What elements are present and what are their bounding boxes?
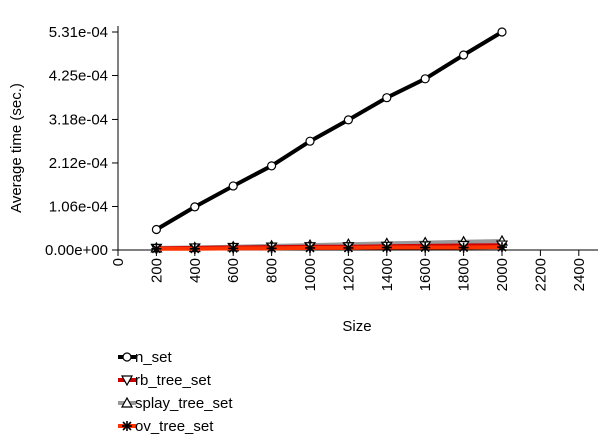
x-tick-label: 800 [264, 258, 281, 283]
data-point [458, 242, 469, 253]
data-point [151, 243, 162, 254]
x-tick-label: 1400 [379, 258, 396, 291]
x-tick-label: 600 [225, 258, 242, 283]
data-point [151, 224, 161, 235]
data-point [305, 242, 315, 253]
data-point [420, 74, 430, 84]
y-axis-title: Average time (sec.) [8, 83, 25, 213]
legend-item-splay_tree_set: splay_tree_set [118, 395, 233, 412]
x-tick-label: 2200 [532, 258, 549, 291]
series-n_set [151, 27, 507, 235]
y-tick-label: 4.25e-04 [49, 68, 108, 85]
y-tick-label: 1.06e-04 [49, 198, 108, 215]
series-ov_tree_set [151, 242, 507, 254]
x-tick-label: 2400 [571, 258, 588, 291]
legend: n_set rb_tree_set splay_tree_set ov_tree_se… [118, 349, 233, 435]
data-point [305, 136, 315, 146]
legend-marker [122, 352, 132, 362]
x-tick-label: 200 [148, 258, 165, 283]
legend-marker [122, 421, 132, 431]
legend-label: splay_tree_set [135, 395, 233, 412]
legend-label: rb_tree_set [135, 372, 212, 389]
data-point [228, 243, 239, 254]
legend-label: n_set [135, 349, 173, 366]
data-point [266, 243, 277, 254]
data-point [189, 243, 200, 254]
legend-item-rb_tree_set: rb_tree_set [118, 372, 212, 389]
x-tick-label: 1600 [417, 258, 434, 291]
x-tick-label: 2000 [494, 258, 511, 291]
series-layer [150, 27, 509, 255]
series-line [154, 245, 504, 251]
data-point [459, 50, 469, 60]
data-point [420, 242, 431, 253]
data-point [497, 242, 507, 253]
x-tick-label: 1000 [302, 258, 319, 291]
x-tick-label: 400 [187, 258, 204, 283]
data-point [228, 181, 238, 191]
legend-item-n_set: n_set [118, 349, 173, 366]
x-axis-title: Size [342, 318, 371, 335]
series-line [154, 30, 504, 232]
data-point [190, 202, 200, 212]
data-point [381, 242, 392, 253]
axes: 0.00e+00 1.06e-04 2.12e-04 3.18e-04 4.25e-04… [45, 24, 598, 291]
legend-marker [120, 375, 134, 387]
legend-item-ov_tree_set: ov_tree_set [118, 418, 214, 435]
data-point [343, 115, 353, 125]
y-tick-label: 3.18e-04 [49, 111, 108, 128]
data-point [343, 242, 354, 253]
y-tick-label: 2.12e-04 [49, 155, 108, 172]
y-tick-label: 5.31e-04 [49, 24, 108, 41]
x-tick-label: 0 [110, 258, 127, 266]
data-point [382, 93, 392, 103]
legend-label: ov_tree_set [135, 418, 214, 435]
legend-marker [120, 396, 134, 408]
data-point [497, 27, 507, 37]
data-point [267, 161, 277, 171]
x-tick-label: 1200 [340, 258, 357, 291]
x-tick-label: 1800 [456, 258, 473, 291]
y-tick-label: 0.00e+00 [45, 242, 108, 259]
